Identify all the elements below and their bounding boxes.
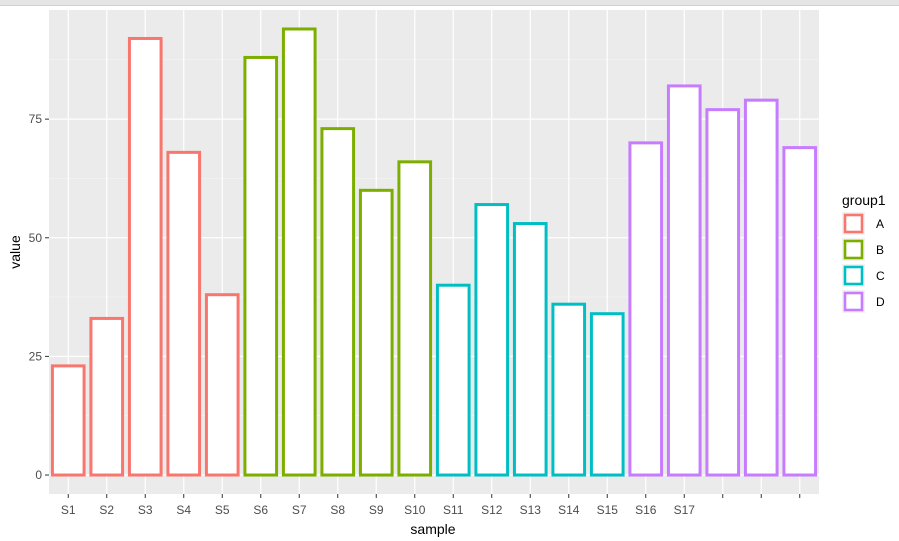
bar-S3: [127, 36, 163, 477]
bar-S13: [512, 222, 548, 477]
legend-swatch-B: [843, 239, 864, 260]
legend-label-B: B: [876, 243, 884, 257]
window-top-border: [0, 0, 899, 6]
x-tick-label: S2: [99, 503, 114, 517]
bars: [50, 27, 818, 477]
bar-S10: [397, 160, 433, 477]
y-axis-title: value: [7, 235, 23, 269]
bar-S15: [589, 312, 625, 477]
legend-swatch-C: [843, 265, 864, 286]
y-tick-label: 75: [29, 112, 43, 126]
legend-label-A: A: [876, 217, 884, 231]
x-axis: S1 S2 S3 S4 S5 S6 S7 S8 S9 S10 S11 S12 S13 S14 S15 S16 S…: [61, 494, 801, 517]
y-tick-label: 0: [35, 468, 42, 482]
bar-S14: [551, 302, 587, 477]
bar-S7: [281, 27, 317, 477]
y-tick-label: 25: [29, 349, 43, 363]
x-tick-label: S16: [635, 503, 657, 517]
legend-swatch-D: [843, 291, 864, 312]
x-tick-label: S10: [404, 503, 426, 517]
x-tick-label: S1: [61, 503, 76, 517]
legend-title: group1: [842, 192, 886, 208]
x-tick-label: S4: [176, 503, 191, 517]
y-tick-label: 50: [29, 231, 43, 245]
x-tick-label: S11: [443, 503, 464, 517]
x-tick-label: S15: [597, 503, 619, 517]
x-tick-label: S17: [674, 503, 696, 517]
y-axis: 0 25 50 75: [29, 112, 49, 482]
bar-S9: [358, 188, 394, 477]
bar-S2: [89, 316, 125, 477]
x-tick-label: S5: [215, 503, 230, 517]
x-tick-label: S6: [253, 503, 268, 517]
bar-S12: [474, 203, 510, 477]
x-axis-title: sample: [410, 521, 455, 537]
bar-unlabeled-20: [782, 146, 818, 477]
bar-S8: [320, 127, 356, 477]
bar-S4: [166, 150, 202, 477]
x-tick-label: S13: [520, 503, 542, 517]
x-tick-label: S12: [481, 503, 503, 517]
x-tick-label: S14: [558, 503, 580, 517]
legend-label-C: C: [876, 269, 885, 283]
plot-panel: [49, 10, 819, 494]
bar-S11: [435, 283, 471, 477]
bar-S5: [204, 293, 240, 477]
bar-unlabeled-19: [743, 98, 779, 477]
x-tick-label: S7: [292, 503, 307, 517]
x-tick-label: S8: [330, 503, 345, 517]
bar-S1: [50, 364, 86, 477]
bar-S16: [628, 141, 664, 477]
legend-swatch-A: [843, 213, 864, 234]
bar-S6: [243, 55, 279, 477]
legend-label-D: D: [876, 295, 885, 309]
x-tick-label: S9: [369, 503, 384, 517]
bar-unlabeled-18: [705, 108, 741, 477]
bar-S17: [666, 84, 702, 477]
x-tick-label: S3: [138, 503, 153, 517]
